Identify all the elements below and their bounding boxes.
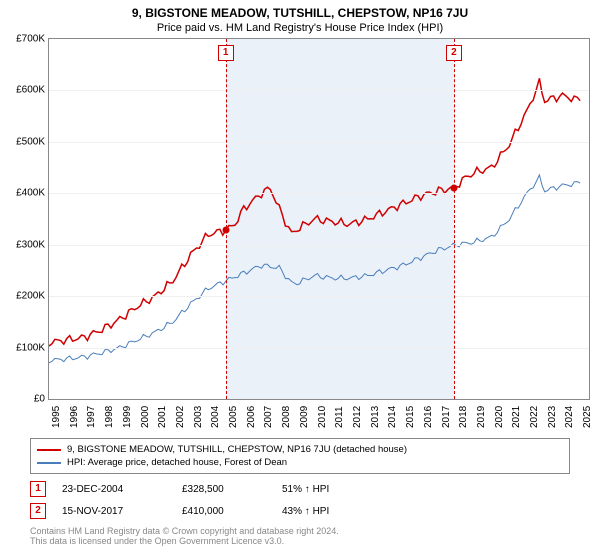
sale-date: 15-NOV-2017: [62, 506, 182, 517]
chart-plot-area: £0£100K£200K£300K£400K£500K£600K£700K12: [48, 38, 590, 400]
x-axis-labels: 1995 1996 1997 1998 1999 2000 2001 2002 2003 2004…: [48, 400, 590, 436]
sale-marker-on-chart: 1: [218, 45, 234, 61]
x-tick-label: 2022: [529, 406, 540, 428]
x-tick-label: 2007: [263, 406, 274, 428]
x-tick-label: 2003: [193, 406, 204, 428]
footer-line: Contains HM Land Registry data © Crown c…: [30, 526, 570, 536]
sale-price: £328,500: [182, 484, 282, 495]
x-tick-label: 2014: [387, 406, 398, 428]
x-tick-label: 2021: [511, 406, 522, 428]
y-tick-label: £500K: [16, 136, 45, 147]
legend-swatch: [37, 462, 61, 464]
sale-marker-on-chart: 2: [446, 45, 462, 61]
x-tick-label: 2015: [405, 406, 416, 428]
sales-table: 1 23-DEC-2004 £328,500 51% ↑ HPI 2 15-NO…: [30, 478, 570, 522]
x-tick-label: 2018: [458, 406, 469, 428]
y-tick-label: £100K: [16, 342, 45, 353]
x-tick-label: 2010: [317, 406, 328, 428]
chart-lines: [49, 39, 589, 399]
y-tick-label: £600K: [16, 85, 45, 96]
sale-vline: [454, 39, 455, 399]
y-tick-label: £700K: [16, 34, 45, 45]
x-tick-label: 2023: [547, 406, 558, 428]
sale-hpi: 43% ↑ HPI: [282, 506, 382, 517]
sale-dot: [222, 227, 229, 234]
x-tick-label: 2024: [564, 406, 575, 428]
x-tick-label: 1997: [86, 406, 97, 428]
x-tick-label: 2011: [334, 406, 345, 428]
sale-price: £410,000: [182, 506, 282, 517]
x-tick-label: 1995: [51, 406, 62, 428]
x-tick-label: 2012: [352, 406, 363, 428]
sale-marker-icon: 2: [30, 503, 46, 519]
legend-label: HPI: Average price, detached house, Fore…: [67, 457, 287, 468]
x-tick-label: 2002: [175, 406, 186, 428]
footer: Contains HM Land Registry data © Crown c…: [30, 526, 570, 546]
legend-item-property: 9, BIGSTONE MEADOW, TUTSHILL, CHEPSTOW, …: [37, 443, 563, 456]
x-tick-label: 1998: [104, 406, 115, 428]
sale-dot: [450, 185, 457, 192]
x-tick-label: 2016: [423, 406, 434, 428]
x-tick-label: 2013: [370, 406, 381, 428]
y-tick-label: £0: [34, 394, 45, 405]
x-tick-label: 2009: [299, 406, 310, 428]
x-tick-label: 2019: [476, 406, 487, 428]
sale-marker-icon: 1: [30, 481, 46, 497]
x-tick-label: 1996: [69, 406, 80, 428]
x-tick-label: 2020: [494, 406, 505, 428]
x-tick-label: 2001: [157, 406, 168, 428]
x-tick-label: 2008: [281, 406, 292, 428]
legend-swatch: [37, 449, 61, 451]
y-tick-label: £200K: [16, 291, 45, 302]
x-tick-label: 2004: [210, 406, 221, 428]
x-tick-label: 2025: [582, 406, 593, 428]
y-tick-label: £300K: [16, 239, 45, 250]
x-tick-label: 2006: [246, 406, 257, 428]
sale-row: 1 23-DEC-2004 £328,500 51% ↑ HPI: [30, 478, 570, 500]
x-tick-label: 2000: [140, 406, 151, 428]
sale-vline: [226, 39, 227, 399]
chart-title: 9, BIGSTONE MEADOW, TUTSHILL, CHEPSTOW, …: [0, 0, 600, 20]
series-hpi: [49, 175, 580, 363]
x-tick-label: 2005: [228, 406, 239, 428]
x-tick-label: 2017: [441, 406, 452, 428]
sale-row: 2 15-NOV-2017 £410,000 43% ↑ HPI: [30, 500, 570, 522]
legend-label: 9, BIGSTONE MEADOW, TUTSHILL, CHEPSTOW, …: [67, 444, 407, 455]
chart-subtitle: Price paid vs. HM Land Registry's House …: [0, 20, 600, 38]
x-tick-label: 1999: [122, 406, 133, 428]
legend-item-hpi: HPI: Average price, detached house, Fore…: [37, 456, 563, 469]
series-property: [49, 78, 580, 346]
sale-date: 23-DEC-2004: [62, 484, 182, 495]
sale-hpi: 51% ↑ HPI: [282, 484, 382, 495]
footer-line: This data is licensed under the Open Gov…: [30, 536, 570, 546]
legend: 9, BIGSTONE MEADOW, TUTSHILL, CHEPSTOW, …: [30, 438, 570, 474]
y-tick-label: £400K: [16, 188, 45, 199]
